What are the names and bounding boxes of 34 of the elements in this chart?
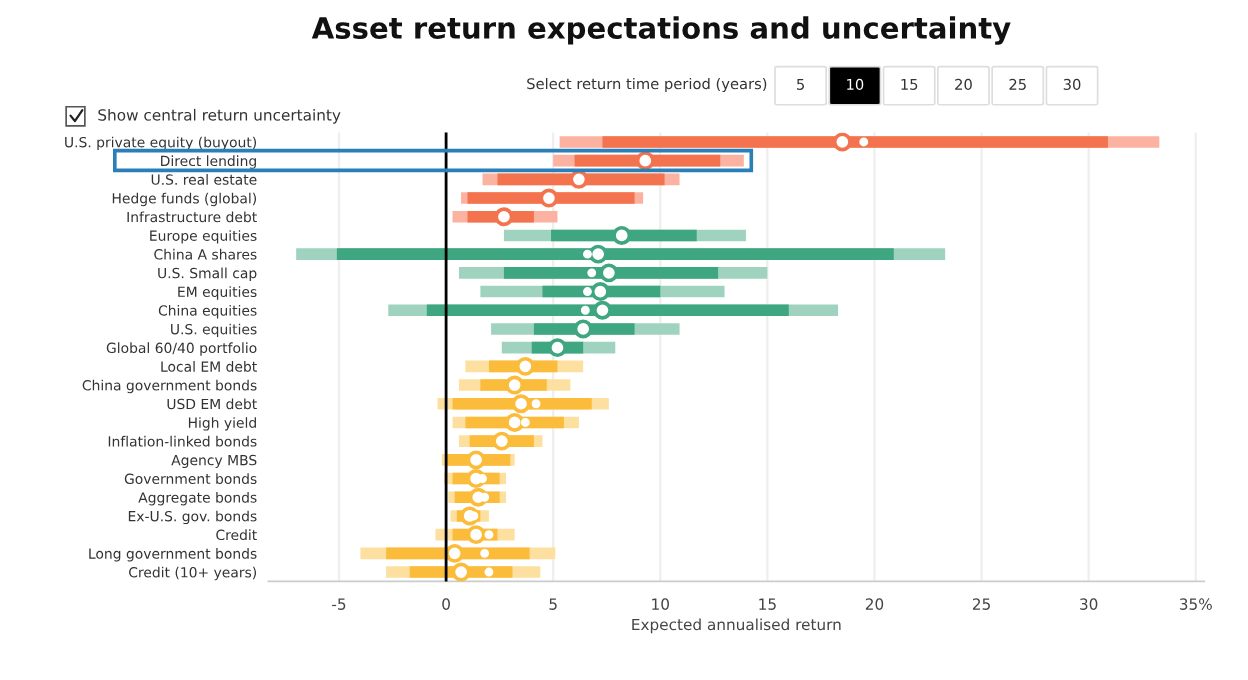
point [599,263,619,283]
point [590,282,610,301]
point [505,413,525,432]
point [580,305,590,315]
point [859,137,869,147]
point [583,287,592,296]
point [588,244,608,264]
point [832,132,852,152]
point [635,151,655,171]
chart-title: Asset return expectations and uncertainty [311,16,1011,45]
point [451,562,471,582]
point [484,567,494,577]
point [587,268,597,278]
point [520,418,530,427]
point [511,394,531,414]
point [480,548,490,558]
point [484,530,494,540]
point [548,338,567,358]
point [569,169,589,189]
point [466,525,486,545]
point [515,356,535,376]
point [505,375,525,395]
point [593,300,612,320]
point [531,399,541,409]
point [612,226,632,245]
point [573,319,593,339]
point [539,188,559,208]
point [583,249,592,259]
bar [426,304,789,317]
point [445,543,465,563]
point [466,450,486,470]
point [492,431,512,451]
bar [602,136,1108,148]
point [494,207,514,227]
